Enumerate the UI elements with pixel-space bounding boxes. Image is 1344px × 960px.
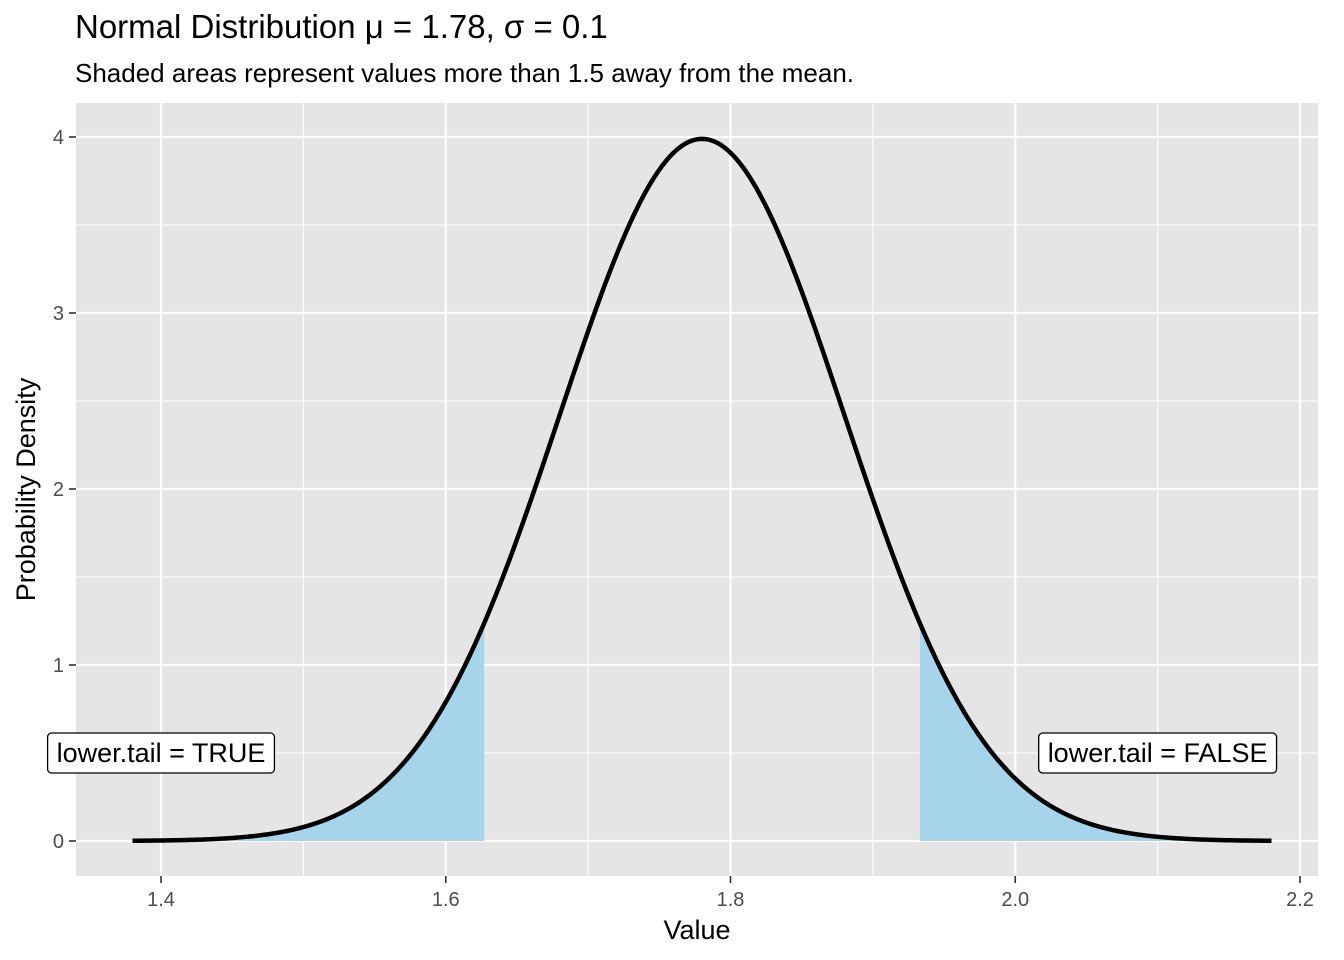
x-tick-label: 1.6 bbox=[432, 889, 460, 911]
density-curve bbox=[132, 136, 1272, 844]
x-axis: 1.4 1.6 1.8 2.0 2.2 bbox=[147, 876, 1314, 911]
y-axis: 0 1 2 3 4 bbox=[53, 127, 76, 853]
annotation-box bbox=[46, 732, 276, 774]
y-tick-label: 1 bbox=[53, 655, 64, 677]
y-tick-label: 4 bbox=[53, 127, 64, 149]
chart-subtitle: Shaded areas represent values more than … bbox=[75, 58, 854, 88]
annotation-text: lower.tail = TRUE bbox=[57, 738, 266, 768]
annotation-box bbox=[1038, 732, 1278, 774]
shaded-tail-area bbox=[132, 623, 485, 841]
y-tick-label: 2 bbox=[53, 479, 64, 501]
y-tick-label: 0 bbox=[53, 831, 64, 853]
x-axis-title: Value bbox=[663, 915, 730, 945]
x-tick-label: 1.4 bbox=[147, 889, 175, 911]
x-tick-label: 2.2 bbox=[1286, 889, 1314, 911]
annotation-text: lower.tail = FALSE bbox=[1048, 738, 1268, 768]
shaded-tail-area bbox=[919, 623, 1272, 841]
annotations: lower.tail = TRUE lower.tail = FALSE bbox=[46, 732, 1278, 774]
y-tick-label: 3 bbox=[53, 303, 64, 325]
chart-title: Normal Distribution μ = 1.78, σ = 0.1 bbox=[75, 8, 608, 45]
x-tick-label: 2.0 bbox=[1001, 889, 1029, 911]
shaded-tails bbox=[132, 623, 1272, 841]
annotation-label: lower.tail = TRUE bbox=[46, 732, 276, 774]
x-tick-label: 1.8 bbox=[717, 889, 745, 911]
y-axis-title: Probability Density bbox=[11, 377, 41, 601]
annotation-label: lower.tail = FALSE bbox=[1038, 732, 1278, 774]
